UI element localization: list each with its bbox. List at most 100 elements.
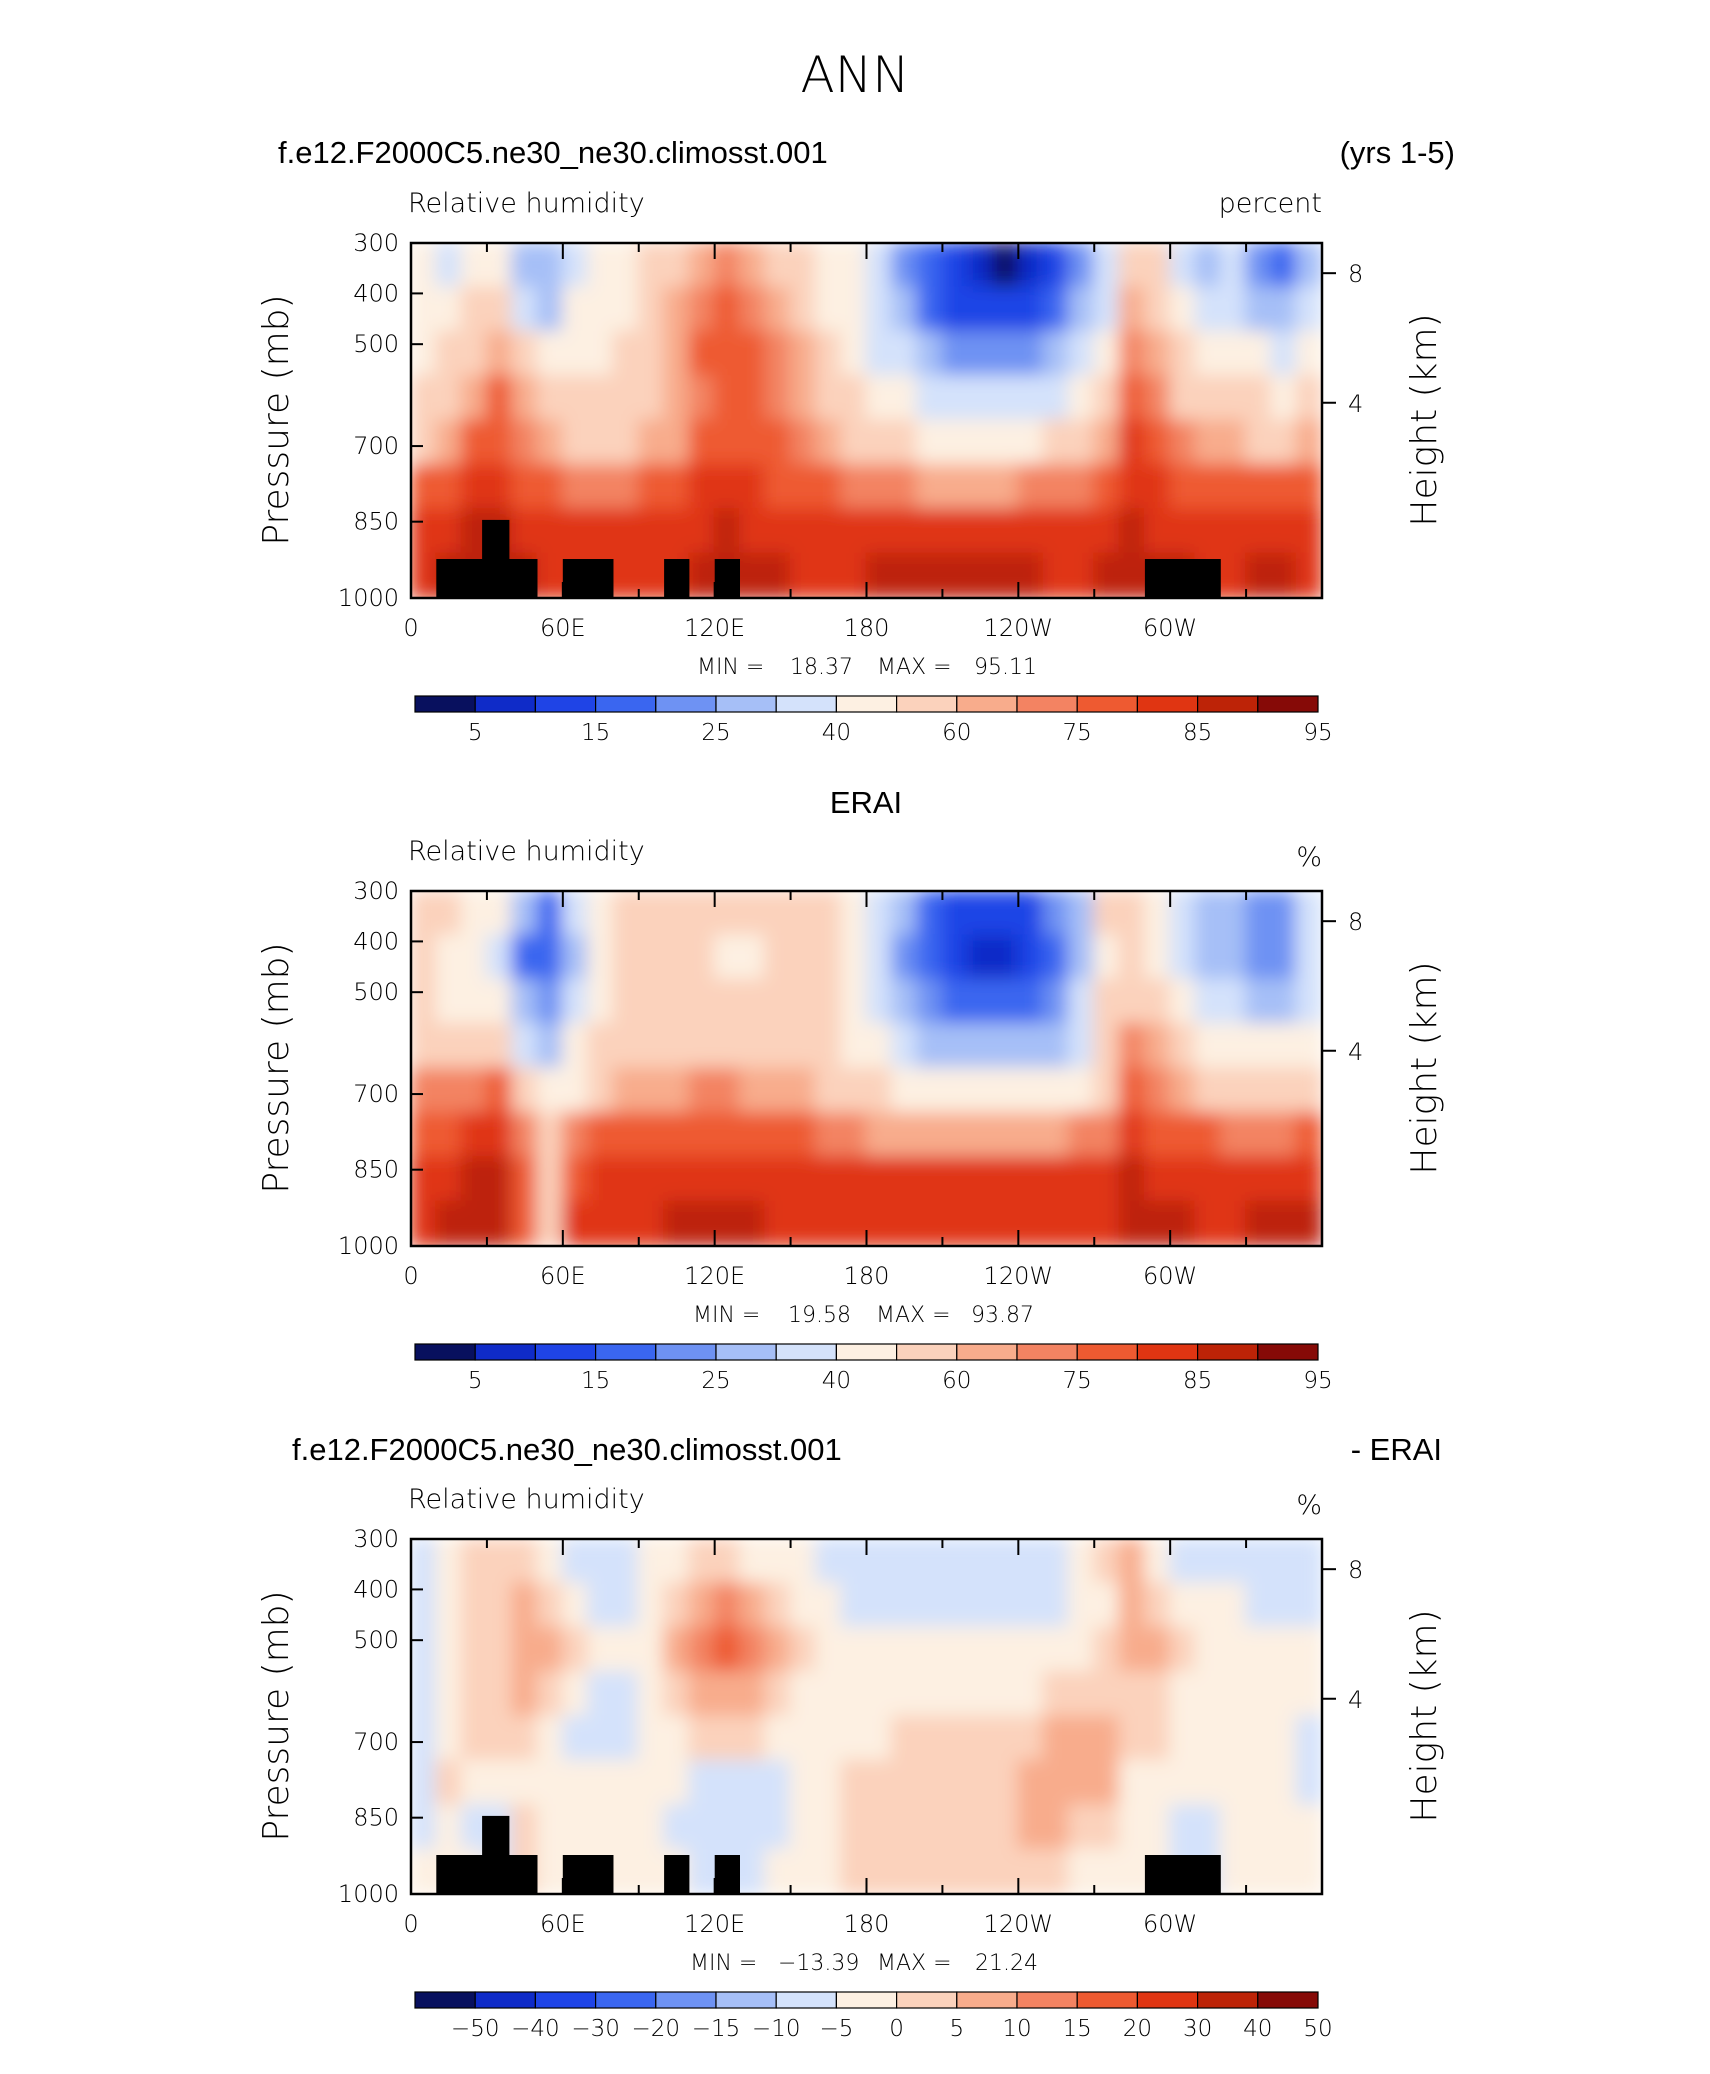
field-cell [1219, 1539, 1248, 1585]
field-cell [1295, 463, 1322, 511]
field-cell [890, 1626, 919, 1674]
field-cell [1017, 463, 1045, 511]
field-cell [865, 1582, 893, 1629]
field-cell [587, 1111, 615, 1159]
field-cell [941, 1200, 969, 1246]
colorbar-swatch [715, 695, 777, 713]
field-cell [1295, 1848, 1322, 1894]
field-cell [435, 1539, 463, 1585]
field-cell [435, 375, 463, 422]
field-cell [561, 243, 590, 289]
field-cell [511, 978, 539, 1026]
field-cell [865, 1023, 893, 1070]
field-cell [460, 330, 488, 378]
field-cell [992, 419, 1020, 466]
field-cell [688, 1539, 716, 1585]
field-cell [840, 1200, 868, 1246]
field-cell [764, 934, 792, 981]
field-cell [612, 1626, 640, 1674]
field-cell [1245, 1067, 1273, 1114]
field-cell [460, 419, 488, 466]
field-cell [739, 1671, 767, 1718]
y-tick-label: 700 [353, 1728, 399, 1756]
field-cell [587, 1156, 615, 1203]
field-cell [890, 1200, 919, 1246]
field-cell [789, 419, 817, 466]
field-cell [992, 508, 1020, 555]
field-cell [587, 1200, 615, 1246]
colorbar-swatch [1257, 1991, 1319, 2009]
field-cell [789, 1067, 817, 1114]
colorbar-swatch [1136, 1343, 1199, 1361]
field-cell [840, 1582, 868, 1629]
field-cell [1017, 1759, 1045, 1807]
field-cell [764, 1626, 792, 1674]
colorbar-swatch [1016, 1991, 1078, 2009]
field-cell [688, 1759, 716, 1807]
field-cell [485, 419, 514, 466]
field-cell [789, 243, 817, 289]
field-cell [966, 463, 994, 511]
y-tick-label: 1000 [338, 1232, 399, 1260]
colorbar-swatch [835, 1991, 898, 2009]
colorbar-swatch [1257, 1343, 1319, 1361]
field-cell [1194, 1759, 1222, 1807]
field-cell [1067, 1626, 1096, 1674]
field-cell [764, 1156, 792, 1203]
field-cell [460, 1759, 488, 1807]
x-tick-label: 120E [684, 614, 745, 642]
colorbar-swatch [1257, 695, 1319, 713]
field-cell [663, 463, 691, 511]
y-tick-label: 850 [353, 1156, 399, 1184]
field-cell [1169, 286, 1197, 333]
field-cell [435, 286, 463, 333]
field-cell [1118, 1582, 1146, 1629]
field-cell [1219, 1156, 1248, 1203]
topography-block [1144, 1855, 1221, 1894]
field-cell [764, 552, 792, 598]
field-cell [1270, 1023, 1298, 1070]
field-cell [941, 552, 969, 598]
colorbar-label: 25 [701, 1368, 730, 1394]
field-cell [688, 934, 716, 981]
field-cell [637, 1715, 666, 1762]
field-cell [739, 1067, 767, 1114]
field-cell [511, 1200, 539, 1246]
field-cell [612, 1539, 640, 1585]
field-cell [713, 934, 741, 981]
field-cell [916, 286, 944, 333]
field-cell [536, 463, 564, 511]
field-cell [840, 1156, 868, 1203]
colorbar-swatch [1196, 695, 1259, 713]
field-cell [916, 552, 944, 598]
field-cell [789, 1804, 817, 1851]
panel-model-min-value: 18.37 [790, 655, 853, 680]
field-cell [1194, 934, 1222, 981]
field-cell [764, 891, 792, 937]
field-cell [663, 1715, 691, 1762]
field-cell [1118, 1200, 1146, 1246]
field-cell [536, 1067, 564, 1114]
field-cell [1270, 419, 1298, 466]
field-cell [916, 1111, 944, 1159]
field-cell [688, 1111, 716, 1159]
panel-obs-max-label: MAX = [876, 1303, 951, 1328]
field-cell [411, 1023, 438, 1070]
field-cell [966, 330, 994, 378]
x-tick-label: 0 [403, 614, 418, 642]
field-cell [916, 1156, 944, 1203]
field-cell [1295, 1671, 1322, 1718]
field-cell [1093, 330, 1121, 378]
colorbar-swatch [1196, 1991, 1259, 2009]
field-cell [764, 243, 792, 289]
field-cell [637, 1023, 666, 1070]
field-cell [411, 1539, 438, 1585]
field-cell [840, 1539, 868, 1585]
field-cell [688, 1671, 716, 1718]
field-cell [1067, 1804, 1096, 1851]
colorbar-swatch [534, 1343, 597, 1361]
field-cell [1042, 552, 1070, 598]
field-cell [814, 934, 843, 981]
field-cell [814, 375, 843, 422]
field-cell [1169, 1715, 1197, 1762]
